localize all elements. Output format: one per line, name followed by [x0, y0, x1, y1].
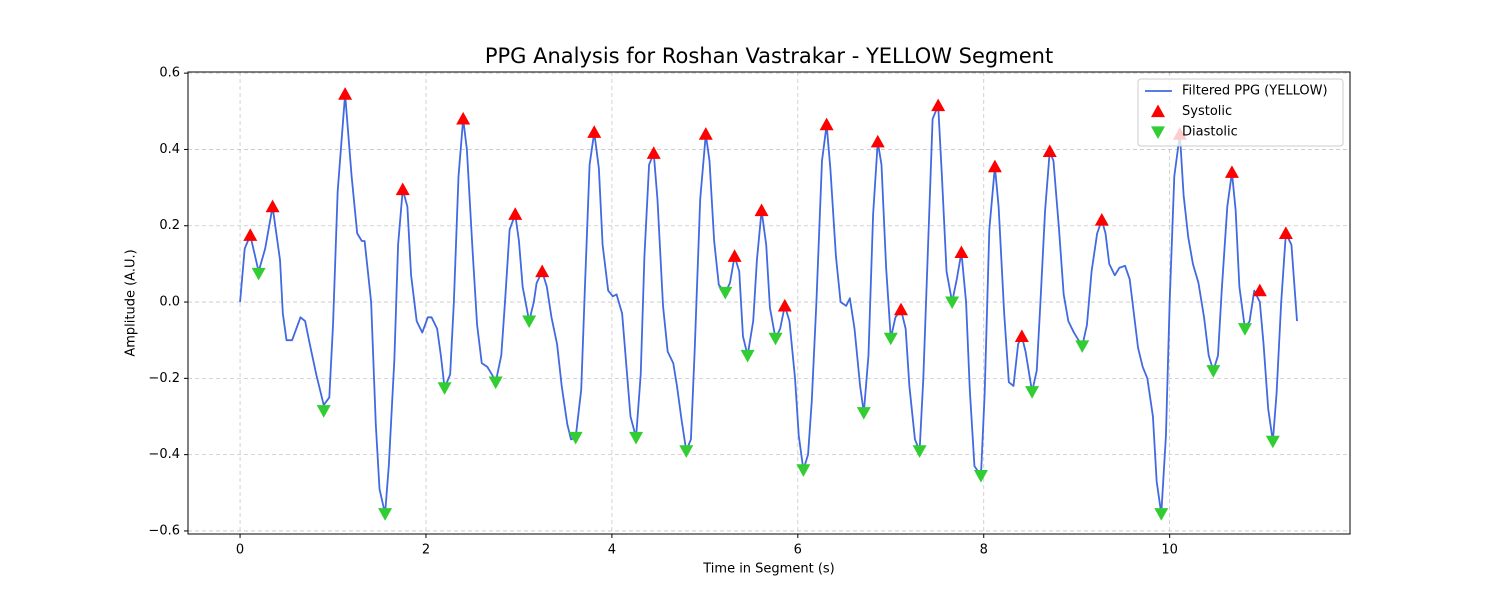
legend-box [1137, 78, 1344, 147]
systolic-marker [1224, 165, 1239, 178]
diastolic-marker [796, 464, 811, 477]
systolic-marker [587, 125, 602, 138]
diastolic-marker [1075, 340, 1090, 353]
systolic-marker [535, 264, 550, 278]
diastolic-marker [768, 332, 783, 346]
y-tick-label: −0.4 [148, 447, 180, 462]
systolic-marker [265, 199, 280, 213]
diastolic-marker [718, 286, 733, 300]
diastolic-marker [437, 382, 452, 395]
diastolic-marker [883, 332, 898, 346]
legend-label: Systolic [1182, 104, 1232, 119]
systolic-marker [1014, 329, 1029, 342]
systolic-marker [1042, 144, 1057, 157]
legend-swatch [1151, 126, 1165, 139]
systolic-marker [698, 127, 713, 140]
diastolic-marker [912, 445, 927, 458]
y-tick-label: 0.6 [159, 66, 180, 81]
x-tick-label: 4 [608, 543, 616, 558]
diastolic-marker [679, 445, 694, 458]
diastolic-marker [568, 431, 583, 445]
systolic-marker [1094, 213, 1109, 226]
y-tick-label: 0.0 [159, 295, 180, 310]
systolic-marker [646, 146, 661, 159]
diastolic-marker [316, 405, 331, 418]
systolic-marker [819, 117, 834, 131]
systolic-marker [931, 98, 946, 112]
diastolic-marker [378, 508, 393, 521]
x-axis-label: Time in Segment (s) [702, 562, 834, 577]
diastolic-marker [973, 470, 988, 483]
diastolic-marker [1265, 435, 1280, 449]
diastolic-marker [1206, 365, 1221, 378]
systolic-marker [954, 245, 969, 259]
systolic-marker [870, 134, 885, 148]
y-tick-label: −0.2 [148, 371, 180, 386]
systolic-marker [754, 203, 769, 217]
x-tick-label: 10 [1161, 543, 1178, 558]
legend-swatch [1151, 104, 1165, 118]
systolic-marker [338, 87, 353, 100]
x-tick-label: 0 [236, 543, 244, 558]
ppg-line [239, 93, 1298, 515]
diastolic-marker [629, 431, 644, 445]
diastolic-marker [856, 407, 871, 420]
systolic-marker [456, 111, 471, 125]
diastolic-marker [1237, 323, 1252, 336]
plot-frame [187, 71, 1351, 535]
legend-label: Filtered PPG (YELLOW) [1182, 84, 1328, 99]
y-tick-label: 0.4 [159, 142, 180, 157]
systolic-marker [894, 302, 909, 316]
systolic-marker [987, 159, 1002, 173]
diastolic-marker [251, 267, 266, 281]
systolic-marker [1252, 283, 1267, 297]
diastolic-marker [488, 376, 503, 390]
diastolic-marker [945, 296, 960, 310]
systolic-marker [727, 249, 742, 262]
systolic-marker [1278, 226, 1293, 239]
chart-title: PPG Analysis for Roshan Vastrakar - YELL… [485, 44, 1053, 68]
systolic-marker [243, 228, 258, 241]
diastolic-marker [522, 315, 537, 329]
systolic-marker [395, 182, 410, 196]
x-tick-label: 6 [794, 543, 802, 558]
x-tick-label: 8 [980, 543, 988, 558]
y-tick-label: 0.2 [159, 218, 180, 233]
legend-label: Diastolic [1182, 125, 1238, 140]
diastolic-marker [1025, 386, 1040, 399]
diastolic-marker [1154, 508, 1169, 521]
y-tick-label: −0.6 [148, 523, 180, 538]
systolic-marker [508, 207, 523, 220]
y-axis-label: Amplitude (A.U.) [124, 249, 139, 356]
systolic-marker [777, 298, 792, 312]
x-tick-label: 2 [422, 543, 430, 558]
diastolic-marker [740, 349, 755, 363]
